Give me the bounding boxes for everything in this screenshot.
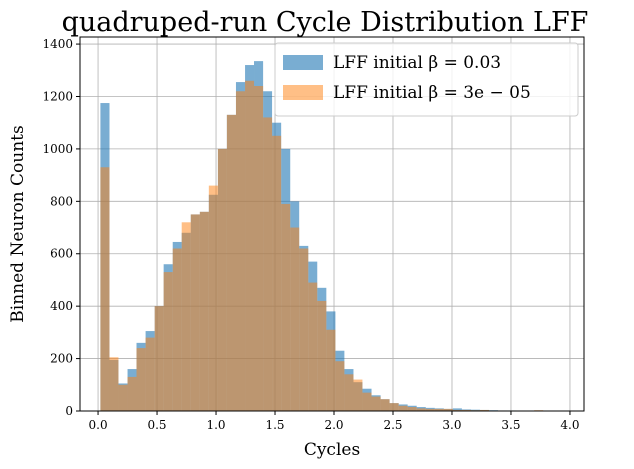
bar — [217, 148, 227, 412]
bar — [226, 114, 236, 412]
x-tick-label: 0.5 — [147, 418, 166, 432]
y-tick-label: 200 — [50, 352, 73, 366]
bar — [208, 185, 218, 411]
bar — [362, 392, 372, 411]
bar — [100, 167, 110, 411]
y-tick-label: 0 — [65, 404, 73, 418]
bar — [136, 348, 146, 411]
bar — [118, 384, 128, 411]
y-tick-label: 600 — [50, 247, 73, 261]
x-tick-label: 2.5 — [383, 418, 402, 432]
bar — [380, 399, 390, 411]
bar — [344, 374, 354, 411]
bar — [145, 337, 155, 411]
x-tick-label: 0.0 — [89, 418, 108, 432]
bar — [389, 403, 399, 411]
x-tick-label: 2.0 — [324, 418, 343, 432]
legend-label: LFF initial β = 3e − 05 — [333, 83, 531, 103]
y-tick-label: 1400 — [42, 37, 73, 51]
chart-title: quadruped-run Cycle Distribution LFF — [62, 7, 589, 38]
y-tick-label: 800 — [50, 194, 73, 208]
bar — [290, 227, 300, 411]
y-tick-label: 1000 — [42, 142, 73, 156]
bar — [181, 222, 191, 411]
bar — [235, 91, 246, 411]
bar — [452, 408, 462, 411]
x-tick-label: 3.0 — [442, 418, 461, 432]
bar — [371, 396, 381, 411]
plot-frame — [79, 36, 585, 412]
bar — [425, 408, 435, 411]
legend-swatch — [283, 55, 323, 70]
bar — [245, 80, 255, 412]
bar — [199, 211, 209, 411]
x-tick-label: 4.0 — [560, 418, 579, 432]
legend-box — [274, 42, 579, 117]
bar — [416, 408, 426, 411]
bar — [127, 376, 137, 411]
bar — [461, 409, 471, 411]
bar — [479, 409, 490, 411]
bar — [308, 282, 318, 411]
bar — [452, 409, 462, 411]
bar — [154, 306, 164, 411]
x-tick-label: 1.5 — [265, 418, 284, 432]
bar — [326, 329, 336, 411]
bar — [190, 214, 200, 411]
bar — [163, 272, 173, 411]
bar — [254, 86, 264, 412]
bar — [109, 357, 119, 411]
y-tick-label: 1200 — [42, 89, 73, 103]
bar — [353, 379, 363, 411]
bar — [281, 203, 291, 411]
bar — [299, 248, 309, 411]
bar — [335, 361, 345, 411]
y-tick-label: 400 — [50, 299, 73, 313]
bar — [443, 408, 453, 411]
bar — [434, 408, 444, 411]
y-axis-label: Binned Neuron Counts — [8, 125, 28, 322]
x-tick-label: 1.0 — [206, 418, 225, 432]
bar — [317, 300, 327, 411]
legend-swatch — [283, 85, 323, 100]
bar — [272, 135, 282, 411]
bar — [263, 117, 273, 411]
x-axis-label: Cycles — [304, 440, 360, 460]
bar — [172, 248, 182, 411]
legend-label: LFF initial β = 0.03 — [333, 53, 501, 73]
bar — [407, 407, 417, 411]
x-tick-label: 3.5 — [501, 418, 520, 432]
legend: LFF initial β = 0.03 LFF initial β = 3e −… — [274, 42, 579, 117]
bar — [398, 405, 408, 411]
